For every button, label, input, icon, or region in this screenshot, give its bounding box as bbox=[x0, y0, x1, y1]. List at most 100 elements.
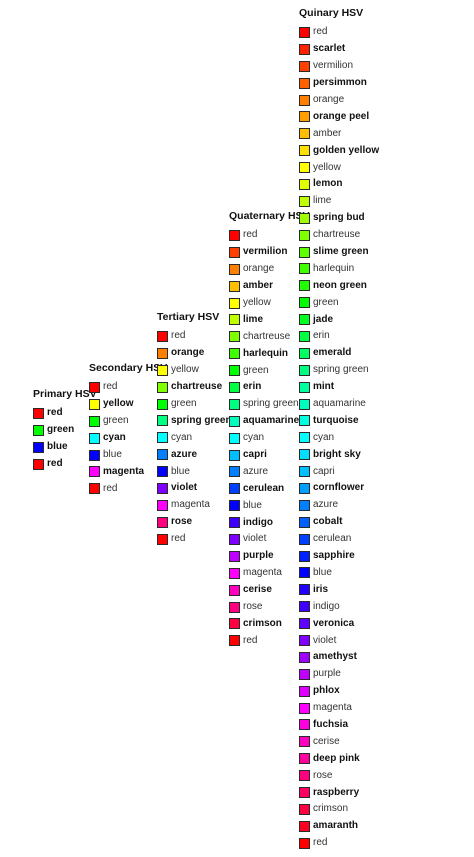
color-name: orange bbox=[243, 263, 275, 275]
color-swatch bbox=[229, 500, 240, 512]
color-name: blue bbox=[171, 465, 190, 477]
color-swatch bbox=[299, 635, 310, 646]
color-swatch bbox=[299, 297, 310, 309]
color-swatch bbox=[299, 229, 310, 241]
color-row: erin bbox=[229, 379, 310, 396]
color-row: orange peel bbox=[299, 108, 379, 125]
color-row: sapphire bbox=[299, 548, 379, 565]
color-swatch bbox=[33, 441, 44, 453]
color-swatch bbox=[299, 584, 310, 596]
color-swatch bbox=[157, 432, 168, 444]
color-name: cyan bbox=[313, 431, 335, 443]
color-row: chartreuse bbox=[157, 379, 232, 396]
color-name: indigo bbox=[313, 600, 340, 612]
color-row: yellow bbox=[299, 159, 379, 176]
color-row: green bbox=[157, 396, 232, 413]
color-swatch bbox=[299, 330, 310, 342]
color-name: magenta bbox=[313, 702, 352, 714]
color-row: violet bbox=[157, 480, 232, 497]
color-row: slime green bbox=[299, 244, 379, 261]
color-swatch bbox=[299, 195, 310, 207]
color-name: chartreuse bbox=[243, 330, 291, 342]
color-swatch bbox=[299, 145, 310, 157]
color-row: rose bbox=[299, 767, 379, 784]
color-row: deep pink bbox=[299, 750, 379, 767]
color-name: spring bud bbox=[313, 212, 365, 224]
color-row: vermilion bbox=[229, 244, 310, 261]
color-row: phlox bbox=[299, 683, 379, 700]
color-name: violet bbox=[313, 634, 337, 646]
color-swatch bbox=[89, 398, 100, 410]
color-row: cyan bbox=[229, 430, 310, 447]
color-row: yellow bbox=[89, 396, 167, 413]
color-name: persimmon bbox=[313, 77, 367, 89]
color-row: cornflower bbox=[299, 480, 379, 497]
color-row: amethyst bbox=[299, 649, 379, 666]
color-name: red bbox=[243, 229, 258, 241]
color-name: crimson bbox=[243, 617, 282, 629]
color-name: yellow bbox=[171, 364, 199, 376]
color-row: red bbox=[157, 531, 232, 548]
color-name: vermilion bbox=[243, 246, 288, 258]
color-swatch bbox=[229, 415, 240, 427]
color-swatch bbox=[299, 550, 310, 562]
color-name: azure bbox=[171, 448, 198, 460]
color-name: blue bbox=[243, 499, 262, 511]
color-swatch bbox=[299, 280, 310, 292]
color-row: yellow bbox=[157, 362, 232, 379]
color-name: slime green bbox=[313, 246, 369, 258]
color-swatch bbox=[299, 787, 310, 799]
color-name: raspberry bbox=[313, 786, 360, 798]
color-name: lime bbox=[243, 313, 264, 325]
color-swatch bbox=[299, 466, 310, 478]
color-row: magenta bbox=[157, 497, 232, 514]
color-row: indigo bbox=[299, 598, 379, 615]
color-swatch bbox=[229, 381, 240, 393]
color-name: yellow bbox=[243, 297, 271, 308]
color-name: indigo bbox=[243, 516, 273, 528]
color-name: yellow bbox=[313, 161, 341, 173]
color-swatch bbox=[299, 94, 310, 106]
color-swatch bbox=[229, 449, 240, 461]
color-row: emerald bbox=[299, 345, 379, 362]
color-name: scarlet bbox=[313, 43, 346, 55]
color-row: spring green bbox=[157, 412, 232, 429]
color-swatch bbox=[33, 458, 44, 470]
color-row: red bbox=[33, 405, 97, 422]
color-name: cerise bbox=[313, 735, 340, 747]
color-swatch bbox=[299, 702, 310, 714]
color-row: lime bbox=[299, 193, 379, 210]
color-name: amaranth bbox=[313, 820, 359, 832]
color-row: crimson bbox=[299, 801, 379, 818]
color-name: lime bbox=[313, 195, 332, 207]
swatch-list: red green blue red bbox=[33, 405, 97, 473]
color-swatch bbox=[299, 77, 310, 89]
color-swatch bbox=[229, 246, 240, 258]
color-name: red bbox=[313, 837, 328, 849]
color-name: yellow bbox=[103, 398, 134, 410]
color-row: crimson bbox=[229, 615, 310, 632]
color-row: jade bbox=[299, 311, 379, 328]
color-row: azure bbox=[229, 463, 310, 480]
color-row: raspberry bbox=[299, 784, 379, 801]
color-swatch bbox=[299, 533, 310, 545]
color-row: green bbox=[299, 294, 379, 311]
color-row: yellow bbox=[229, 295, 310, 312]
color-row: cerise bbox=[229, 582, 310, 599]
color-name: turquoise bbox=[313, 414, 359, 426]
color-name: green bbox=[243, 364, 269, 376]
color-row: blue bbox=[299, 565, 379, 582]
color-row: harlequin bbox=[229, 345, 310, 362]
color-row: cyan bbox=[157, 429, 232, 446]
color-name: rose bbox=[313, 769, 333, 781]
color-swatch bbox=[299, 128, 310, 140]
color-row: green bbox=[89, 413, 167, 430]
color-row: amber bbox=[229, 278, 310, 295]
color-row: erin bbox=[299, 328, 379, 345]
color-swatch bbox=[157, 415, 168, 427]
color-row: mint bbox=[299, 379, 379, 396]
color-name: red bbox=[243, 634, 258, 646]
color-row: red bbox=[33, 456, 97, 473]
column-title: Tertiary HSV bbox=[157, 311, 220, 323]
color-name: aquamarine bbox=[313, 398, 366, 410]
